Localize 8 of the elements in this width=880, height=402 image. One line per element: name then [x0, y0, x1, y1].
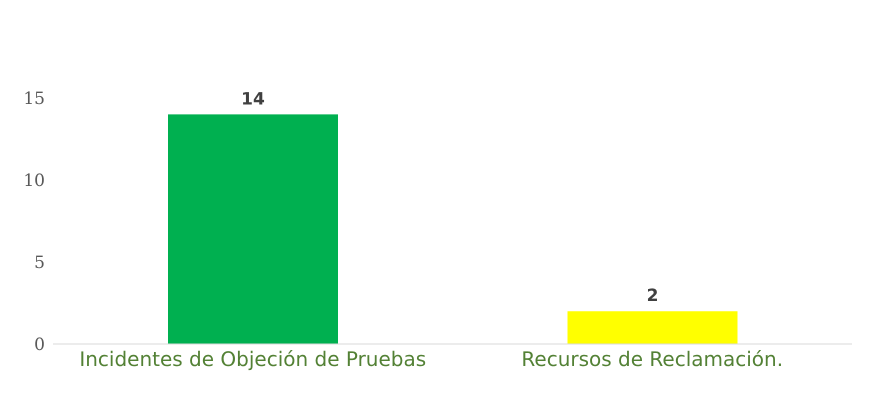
y-tick-label: 0	[34, 335, 45, 356]
y-tick-label: 5	[34, 253, 45, 274]
data-label: 14	[241, 89, 265, 110]
y-tick-label: 10	[23, 171, 45, 192]
x-tick-label: Incidentes de Objeción de Pruebas	[79, 347, 426, 372]
y-tick-label: 15	[23, 89, 45, 110]
data-label: 2	[646, 286, 658, 306]
x-tick-label: Recursos de Reclamación.	[521, 347, 784, 372]
